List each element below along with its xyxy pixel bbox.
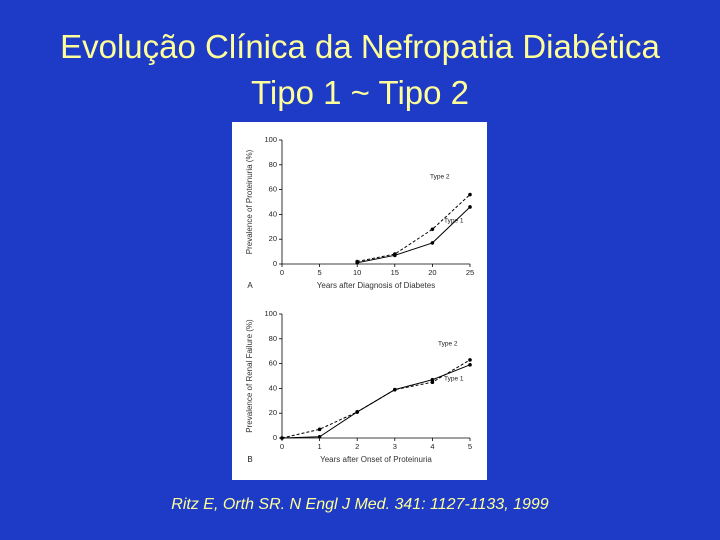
y-tick-label: 20 [269,234,277,243]
series-label: Type 1 [444,376,464,383]
series-line [281,359,471,439]
data-point [430,380,435,385]
series-line [357,206,471,264]
y-tick-label: 80 [269,334,277,343]
panel-letter: B [247,455,252,464]
data-point [468,205,472,209]
data-point [430,377,435,382]
x-tick-label: 10 [353,268,361,277]
series-label: Type 1 [444,218,464,225]
citation: Ritz E, Orth SR. N Engl J Med. 341: 1127… [171,496,549,513]
data-point [393,253,397,258]
y-tick-label: 0 [273,259,277,268]
x-tick-label: 0 [280,268,284,277]
data-point [468,363,472,367]
series-line [281,364,471,439]
y-tick-label: 20 [269,408,277,417]
y-tick-label: 80 [269,160,277,169]
x-tick-label: 1 [318,442,322,451]
y-axis-title: Prevalence of Proteinuria (%) [245,149,254,254]
x-tick-label: 0 [280,442,284,451]
y-tick-label: 60 [269,359,277,368]
x-tick-label: 2 [355,442,359,451]
panel-letter: A [247,281,253,290]
y-tick-label: 0 [273,433,277,442]
x-tick-label: 25 [466,268,474,277]
data-point [355,260,359,265]
data-point [468,192,472,197]
x-axis-title: Years after Diagnosis of Diabetes [317,281,435,290]
y-tick-label: 40 [269,383,277,392]
x-tick-label: 15 [391,268,399,277]
data-point [393,387,397,392]
data-point [355,410,359,414]
y-tick-label: 60 [269,185,277,194]
series-line [357,194,471,263]
data-point [468,358,472,362]
x-tick-label: 20 [428,268,436,277]
y-axis-title: Prevalence of Renal Failure (%) [245,319,254,433]
series-label: Type 2 [430,173,450,180]
x-tick-label: 5 [468,442,472,451]
slide-title: Evolução Clínica da Nefropatia Diabética… [60,28,660,111]
data-point [280,436,284,440]
data-point [317,427,322,432]
data-point [430,241,435,245]
x-axis-title: Years after Onset of Proteinuria [320,455,432,464]
x-tick-label: 5 [318,268,322,277]
y-tick-label: 40 [269,209,277,218]
y-tick-label: 100 [264,135,277,144]
x-tick-label: 4 [430,442,434,451]
series-label: Type 2 [438,341,458,348]
x-tick-label: 3 [393,442,397,451]
data-point [430,227,435,232]
y-tick-label: 100 [264,309,277,318]
data-point [317,434,322,439]
